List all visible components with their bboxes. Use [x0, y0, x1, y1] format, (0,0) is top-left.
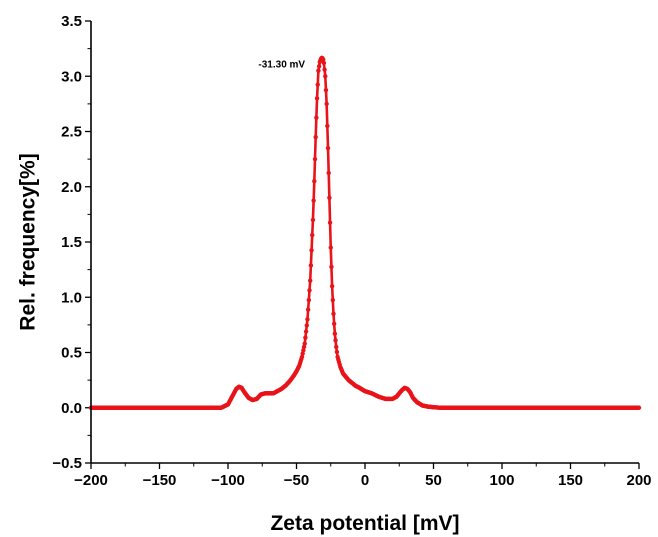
data-point [308, 263, 314, 268]
data-point [636, 405, 642, 410]
data-point [304, 323, 309, 328]
data-point [303, 335, 308, 340]
data-point [300, 351, 305, 356]
data-point [301, 348, 306, 353]
series-layer [88, 55, 642, 410]
y-tick-label: 1.5 [61, 234, 82, 251]
y-tick-label: 2.5 [61, 124, 82, 141]
data-point [321, 60, 327, 66]
minor-ticks [87, 48, 606, 467]
data-point [305, 317, 310, 322]
data-point [310, 232, 315, 238]
x-tick-label: −200 [74, 472, 108, 489]
x-tick-label: −50 [284, 472, 309, 489]
x-axis-title: Zeta potential [mV] [270, 512, 459, 535]
data-point [312, 156, 318, 162]
data-point [314, 96, 320, 101]
y-tick-label: 0.5 [61, 345, 82, 362]
y-tick-label: 3.0 [61, 68, 82, 85]
data-point [306, 297, 312, 303]
y-axis-title: Rel. frequency[%] [16, 153, 39, 330]
x-tick-label: 50 [425, 472, 442, 489]
data-point [299, 354, 305, 360]
data-point [331, 321, 337, 326]
data-point [324, 101, 329, 107]
data-point [311, 198, 316, 203]
data-point [333, 338, 338, 343]
x-tick-label: 100 [489, 472, 514, 489]
y-tick-label: 0.0 [61, 400, 82, 417]
major-ticks [85, 20, 640, 469]
data-point [327, 220, 333, 225]
data-point [325, 145, 331, 151]
y-tick-label: 1.0 [61, 289, 82, 306]
x-tick-label: 0 [361, 472, 369, 489]
data-point [305, 307, 311, 312]
data-point [313, 134, 318, 140]
x-tick-label: 200 [626, 472, 651, 489]
data-point [323, 74, 328, 79]
data-point [323, 87, 329, 93]
data-point [316, 68, 321, 73]
data-point [301, 344, 307, 350]
data-point [327, 195, 332, 200]
x-tick-label: 150 [558, 472, 583, 489]
data-point [308, 278, 313, 283]
data-point [325, 123, 330, 129]
data-point [330, 297, 335, 303]
x-tick-label: −100 [211, 472, 245, 489]
data-point [302, 341, 307, 346]
data-point [329, 284, 335, 289]
data-point [322, 67, 327, 72]
data-point [334, 344, 339, 350]
data-point [310, 217, 316, 223]
x-tick-label: −150 [143, 472, 177, 489]
data-point [307, 288, 312, 293]
data-point [329, 264, 334, 270]
data-point [334, 349, 340, 355]
data-point [328, 245, 333, 250]
data-point [303, 329, 309, 334]
data-point [326, 170, 331, 176]
data-point [316, 64, 322, 69]
y-tick-label: 2.0 [61, 179, 82, 196]
data-point [315, 82, 320, 87]
data-point [309, 248, 314, 253]
data-point [314, 115, 319, 120]
y-tick-label: 3.5 [61, 13, 82, 30]
data-point [332, 331, 338, 336]
series-line [90, 56, 640, 410]
data-point [331, 311, 336, 317]
tick-labels: −200 −150 −100 −50 0 50 100 150 200 −0.5 0.0 0.5 1.0… [52, 13, 651, 489]
data-point [321, 57, 326, 62]
data-point [312, 179, 317, 184]
peak-annotation: -31.30 mV [258, 60, 305, 71]
y-tick-label: −0.5 [52, 455, 82, 472]
